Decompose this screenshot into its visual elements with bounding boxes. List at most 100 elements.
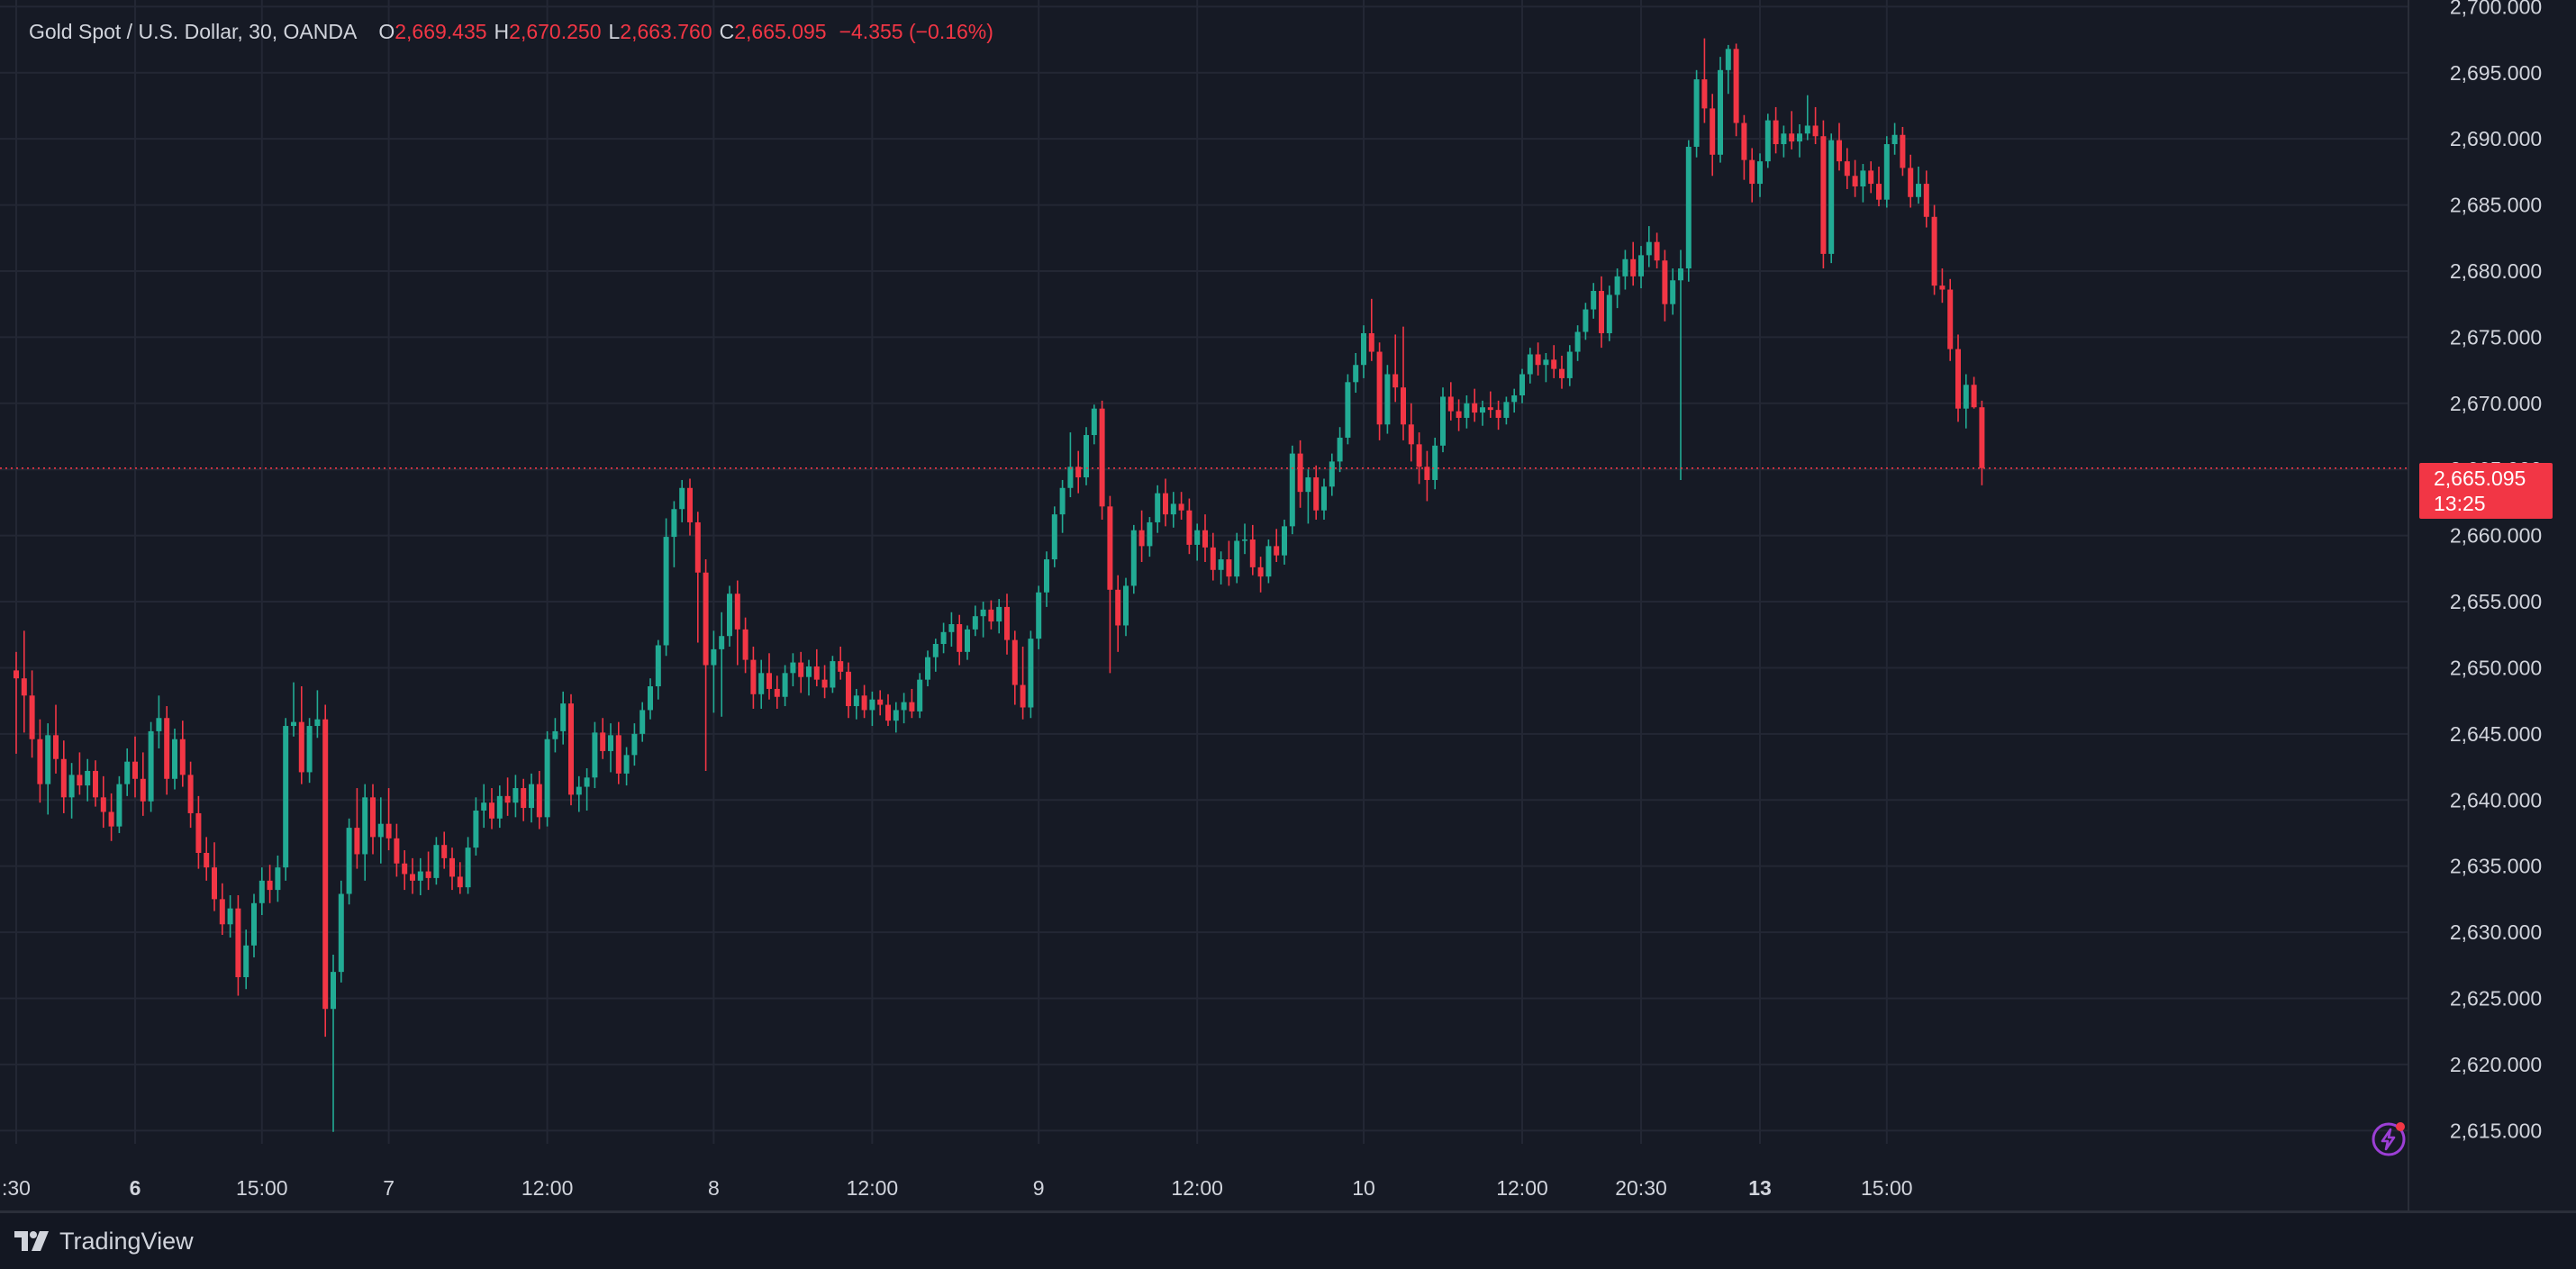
candle <box>298 686 304 784</box>
candle-body <box>1741 122 1747 160</box>
candle <box>1837 122 1842 171</box>
candle-body <box>703 572 709 666</box>
candle <box>1574 325 1581 361</box>
candle-body <box>1693 79 1700 147</box>
candle-body <box>1852 176 1858 187</box>
candle-body <box>140 778 146 802</box>
candle <box>1345 374 1351 445</box>
candle-body <box>53 735 59 759</box>
candle <box>1812 106 1819 145</box>
brand-name: TradingView <box>59 1227 194 1255</box>
candle-body <box>1868 170 1874 185</box>
candle-body <box>291 721 296 727</box>
candle-body <box>116 784 122 827</box>
time-tick-label: 9 <box>1033 1176 1045 1200</box>
candle <box>1210 532 1216 581</box>
price-tick-label: 2,690.000 <box>2450 127 2542 150</box>
candle-body <box>1908 168 1914 197</box>
candlestick-chart[interactable]: 2,700.000 2,695.000 2,690.000 2,685.000 2,68… <box>0 0 2576 1212</box>
candle <box>940 622 947 654</box>
candle <box>14 651 19 754</box>
candle-body <box>742 629 748 660</box>
candle <box>639 702 646 742</box>
high-key: H <box>494 19 510 43</box>
candle-body <box>1456 411 1462 418</box>
candle-body <box>124 761 131 784</box>
candle <box>648 678 653 720</box>
candle <box>1804 95 1810 140</box>
candle-body <box>425 871 431 878</box>
candle <box>521 778 527 821</box>
candle <box>1004 594 1010 655</box>
time-axis[interactable]: :30 6 15:00 7 12:00 8 12:00 9 12:00 10 12:00 20:30 1… <box>2 1176 1913 1200</box>
candle <box>742 617 748 674</box>
candle <box>1099 400 1105 521</box>
candle <box>1115 575 1121 652</box>
tradingview-logo[interactable]: TradingView <box>14 1226 194 1256</box>
candle <box>1654 232 1660 269</box>
lightning-icon[interactable] <box>2369 1119 2408 1158</box>
time-tick-label: 12:00 <box>1171 1176 1223 1200</box>
candle-body <box>156 718 162 731</box>
candle-body <box>893 710 899 721</box>
candle <box>980 602 986 638</box>
price-tick-label: 2,680.000 <box>2450 259 2542 283</box>
candle <box>1163 478 1168 527</box>
price-tick-label: 2,695.000 <box>2450 61 2542 85</box>
candle-body <box>1662 260 1668 304</box>
candle <box>267 865 273 903</box>
candle <box>1329 453 1335 496</box>
candle <box>1916 166 1921 204</box>
candle <box>1368 298 1374 361</box>
candle-body <box>1535 354 1541 366</box>
candle <box>853 688 859 720</box>
low-key: L <box>608 19 621 43</box>
candle-body <box>410 874 415 881</box>
candle <box>1234 532 1240 584</box>
candle <box>108 793 114 841</box>
chart-background <box>0 0 2576 1212</box>
candle-body <box>1678 268 1683 281</box>
candle-body <box>790 662 796 674</box>
candle-body <box>1091 408 1097 436</box>
candle <box>219 883 225 936</box>
time-tick-label: 12:00 <box>522 1176 574 1200</box>
candle-body <box>204 852 210 868</box>
candle <box>283 718 289 881</box>
candle <box>1020 646 1026 720</box>
candle <box>1638 246 1644 289</box>
candle <box>1622 249 1628 290</box>
candle-body <box>1210 547 1216 570</box>
candle-body <box>1614 276 1620 295</box>
candle-body <box>1828 140 1835 254</box>
candle <box>965 625 970 660</box>
candle <box>932 639 939 672</box>
price-tick-label: 2,625.000 <box>2450 986 2542 1010</box>
candle <box>1860 164 1866 203</box>
candle <box>410 857 415 894</box>
candle <box>1908 154 1914 208</box>
candle <box>703 559 709 771</box>
candle <box>441 831 448 869</box>
high-value: 2,670.250 <box>509 19 602 43</box>
candle-body <box>283 726 289 868</box>
close-value: 2,665.095 <box>734 19 827 43</box>
time-tick-label: 12:00 <box>847 1176 899 1200</box>
candle-body <box>1170 503 1176 515</box>
symbol-title[interactable]: Gold Spot / U.S. Dollar, 30, OANDA <box>29 19 358 43</box>
candle <box>821 665 828 699</box>
candle-body <box>457 876 463 888</box>
candle <box>750 646 757 709</box>
candle-body <box>727 594 732 637</box>
candle-body <box>1574 331 1581 352</box>
candle <box>77 752 83 795</box>
candle <box>1353 353 1359 394</box>
open-key: O <box>378 19 395 43</box>
candle-body <box>584 777 590 787</box>
candle <box>354 788 360 869</box>
candle-body <box>568 703 574 795</box>
candle-body <box>1345 382 1351 438</box>
candle-body <box>536 784 542 818</box>
candle <box>1107 495 1113 674</box>
candle-body <box>377 823 384 838</box>
